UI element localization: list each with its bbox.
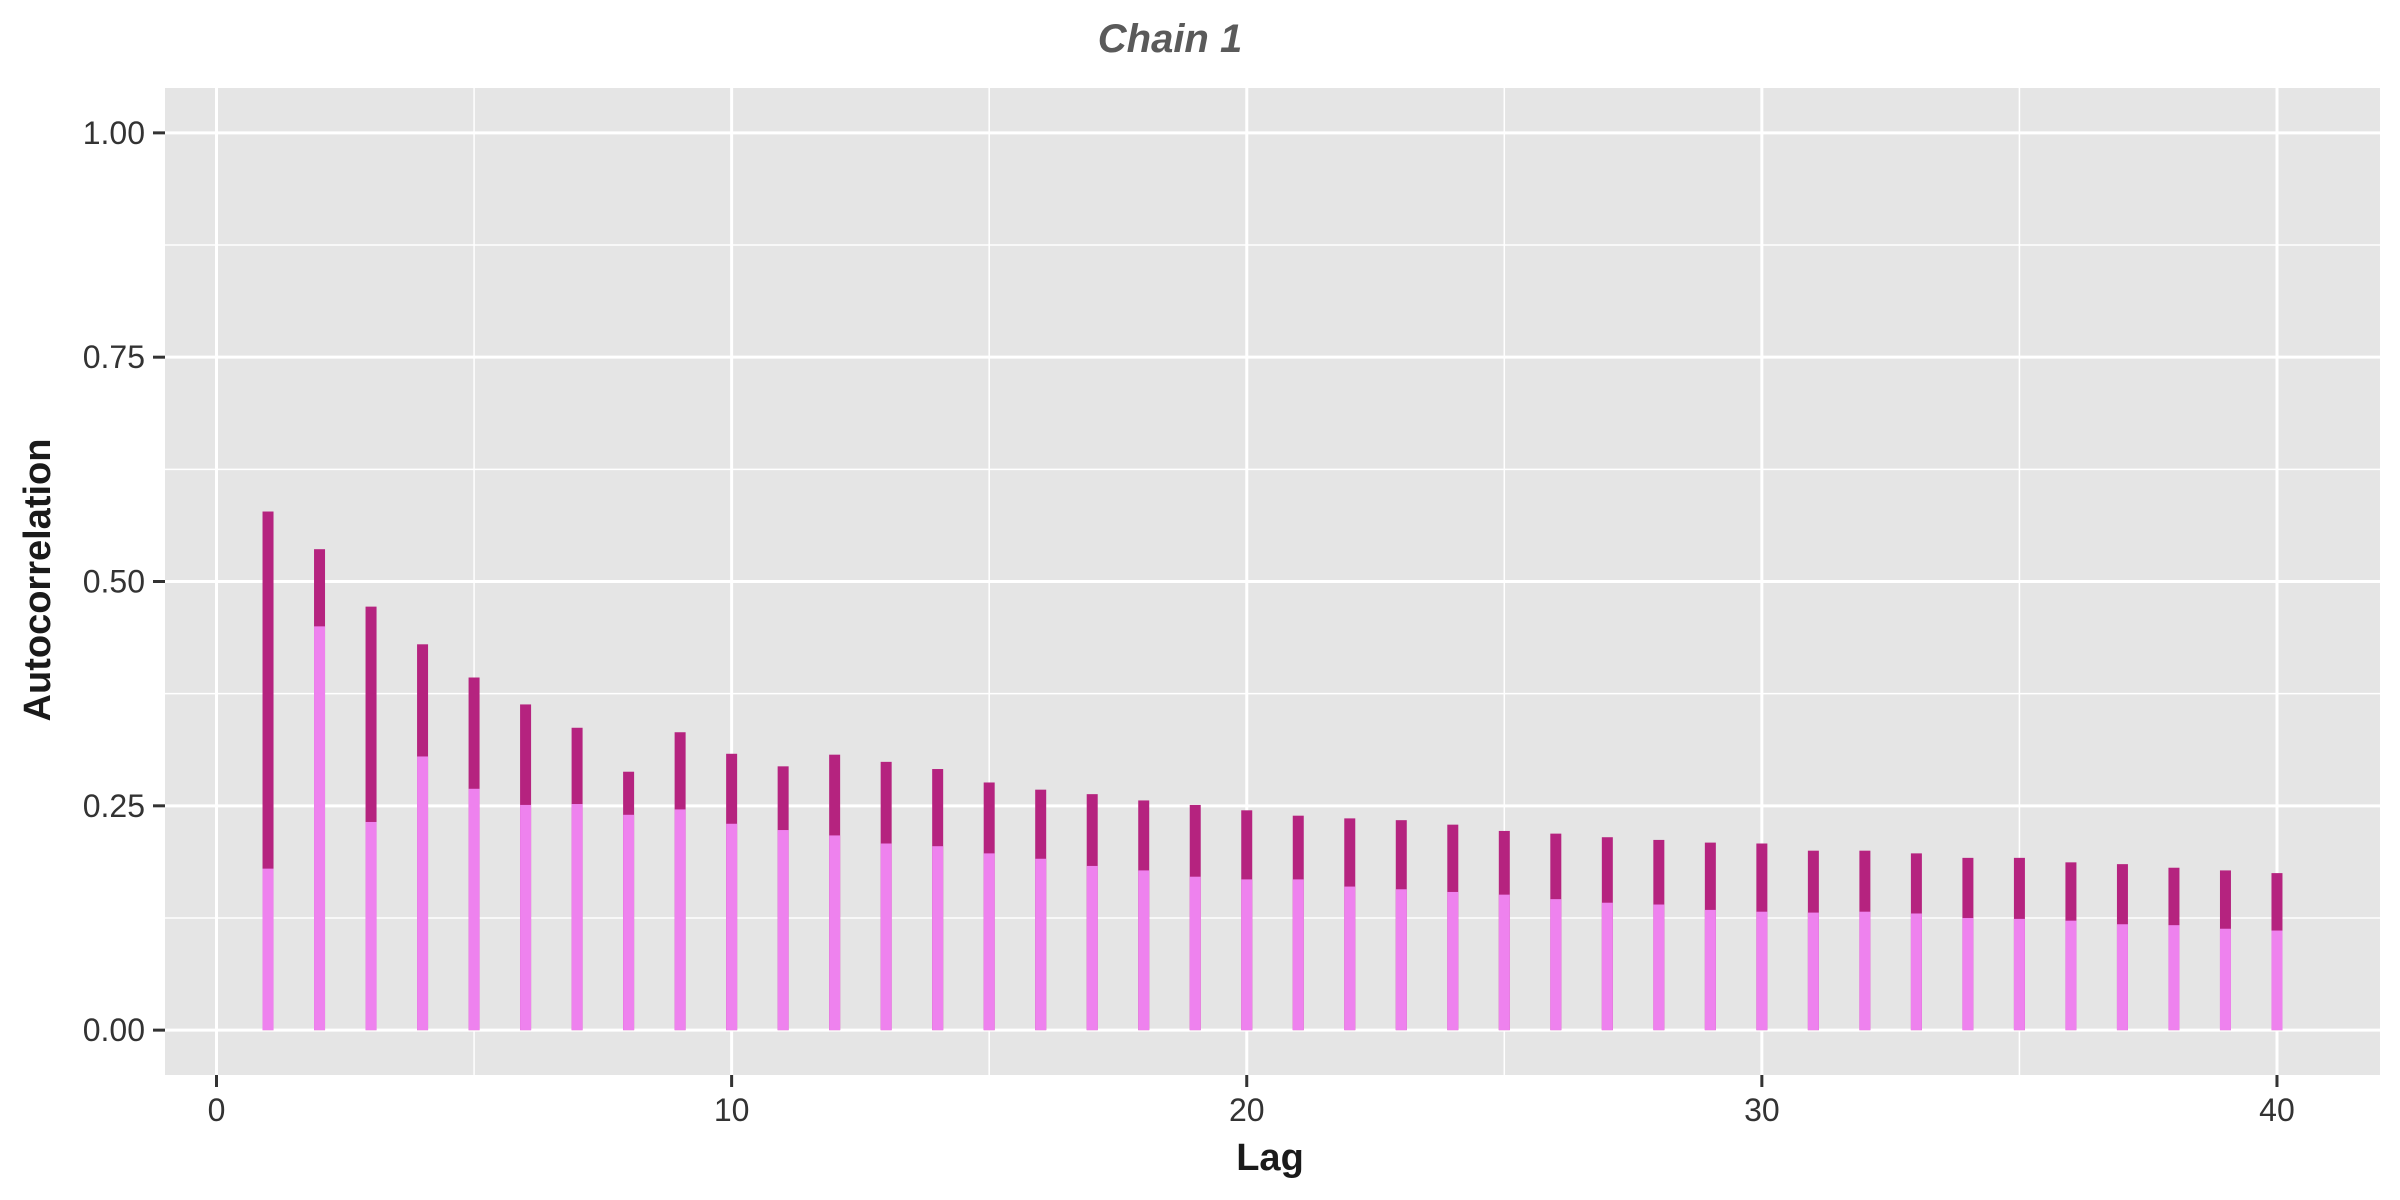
light-bar-lag-38 [2168, 925, 2180, 1031]
light-bar-lag-20 [1241, 879, 1253, 1031]
light-bar-lag-39 [2219, 928, 2231, 1031]
light-bar-lag-14 [932, 846, 944, 1031]
light-bar-lag-37 [2116, 924, 2128, 1031]
light-bar-lag-9 [674, 809, 686, 1031]
light-bar-lag-12 [829, 835, 841, 1031]
light-bar-lag-31 [1807, 912, 1819, 1031]
x-axis-title: Lag [1236, 1137, 1304, 1179]
light-bar-lag-28 [1653, 904, 1665, 1031]
y-axis: 0.00 0.25 0.50 0.75 1.00 [83, 115, 165, 1048]
x-tick-label: 10 [714, 1092, 750, 1128]
x-tick-label: 0 [208, 1092, 226, 1128]
light-bar-lag-33 [1910, 913, 1922, 1031]
x-tick-label: 40 [2259, 1092, 2295, 1128]
light-bar-lag-24 [1447, 891, 1459, 1031]
light-bar-lag-27 [1601, 902, 1613, 1031]
light-bar-lag-23 [1395, 889, 1407, 1031]
bar-series [262, 511, 2283, 1031]
light-bar-lag-40 [2271, 930, 2283, 1031]
light-bar-lag-13 [880, 843, 892, 1031]
light-bar-lag-2 [314, 626, 326, 1031]
light-bar-lag-17 [1086, 865, 1098, 1031]
light-bar-lag-35 [2013, 918, 2025, 1031]
y-tick-label: 0.00 [83, 1012, 145, 1048]
light-bar-lag-15 [983, 853, 995, 1031]
light-bar-lag-6 [520, 804, 532, 1031]
light-bar-lag-32 [1859, 911, 1871, 1031]
light-bar-lag-18 [1138, 870, 1150, 1031]
y-axis-title: Autocorrelation [17, 439, 59, 722]
y-tick-label: 0.25 [83, 788, 145, 824]
light-bar-lag-21 [1292, 879, 1304, 1031]
light-bar-lag-26 [1550, 899, 1562, 1031]
x-axis: 0 10 20 30 40 [208, 1075, 2295, 1128]
light-bar-lag-16 [1035, 858, 1047, 1031]
light-bar-lag-5 [468, 788, 480, 1031]
light-bar-lag-36 [2065, 920, 2077, 1031]
light-bar-lag-11 [777, 830, 789, 1031]
light-bar-lag-8 [623, 814, 635, 1031]
light-bar-lag-1 [262, 868, 274, 1031]
y-tick-label: 0.75 [83, 339, 145, 375]
chart-title: Chain 1 [1098, 17, 1242, 61]
x-tick-label: 30 [1744, 1092, 1780, 1128]
light-bar-lag-19 [1189, 876, 1201, 1031]
light-bar-lag-25 [1498, 894, 1510, 1031]
light-bar-lag-3 [365, 821, 377, 1031]
light-bar-lag-22 [1344, 886, 1356, 1031]
light-bar-lag-10 [726, 823, 738, 1031]
light-bar-lag-29 [1704, 909, 1716, 1031]
x-tick-label: 20 [1229, 1092, 1265, 1128]
y-tick-label: 1.00 [83, 115, 145, 151]
light-bar-lag-7 [571, 804, 583, 1031]
light-bar-lag-30 [1756, 911, 1768, 1031]
dark-bar-lag-1 [262, 511, 274, 1031]
dark-bar-lag-3 [365, 606, 377, 1031]
light-bar-lag-34 [1962, 917, 1974, 1031]
y-tick-label: 0.50 [83, 564, 145, 600]
light-bar-lag-4 [417, 756, 429, 1031]
